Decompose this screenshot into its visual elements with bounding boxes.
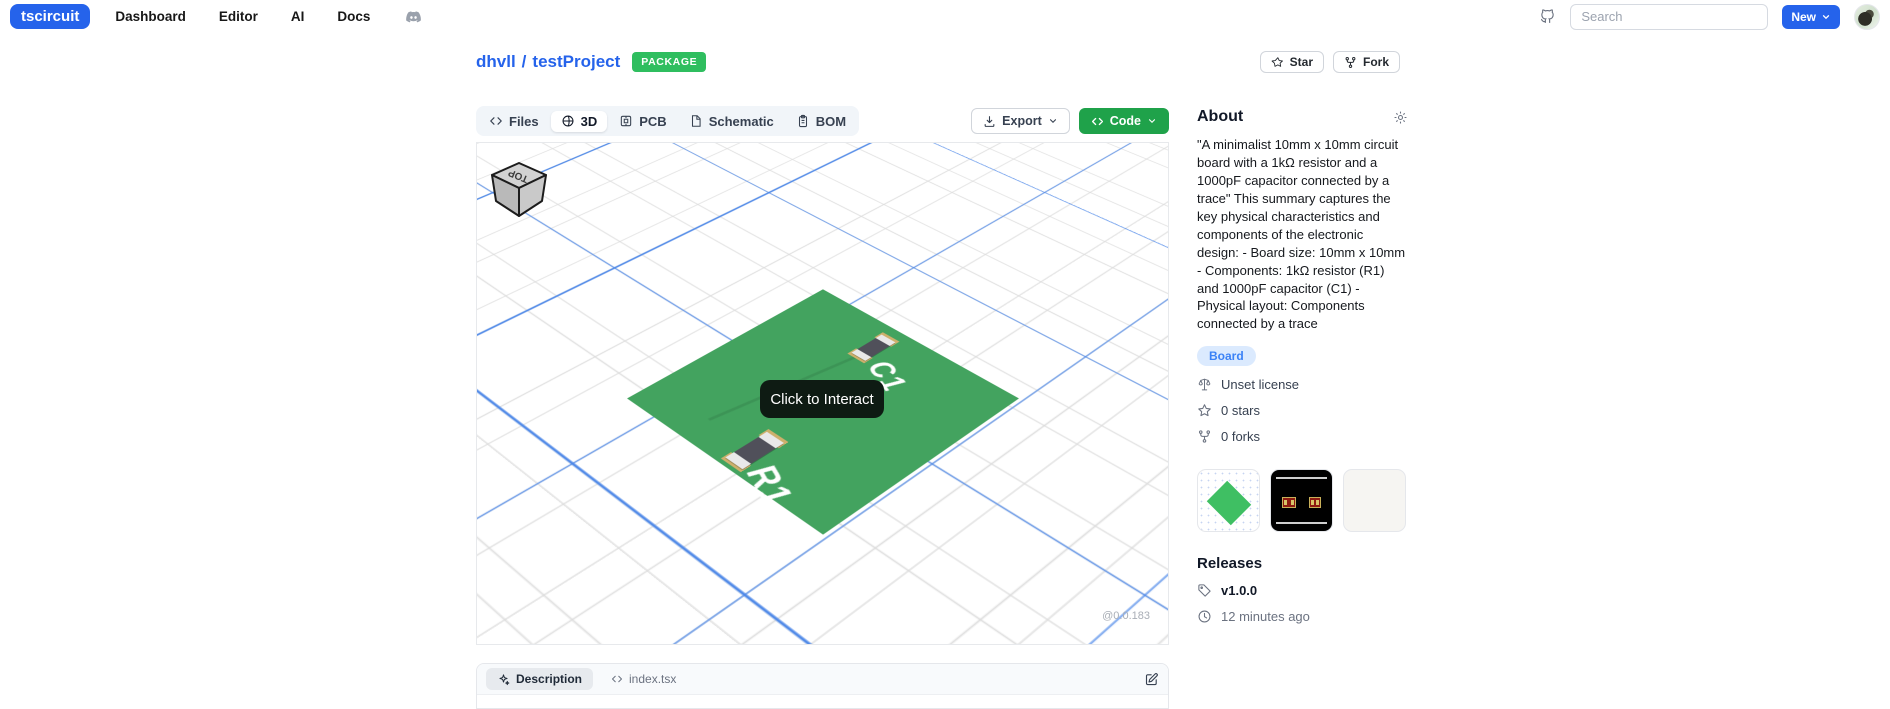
code-button[interactable]: Code	[1078, 108, 1169, 134]
thumbnail-3d-view[interactable]	[1197, 469, 1260, 533]
star-button[interactable]: Star	[1259, 51, 1324, 73]
thumbnail-schematic-view[interactable]	[1343, 469, 1406, 533]
forks-row[interactable]: 0 forks	[1197, 429, 1408, 444]
top-navbar: tscircuit Dashboard Editor AI Docs New	[0, 0, 1890, 33]
star-button-label: Star	[1289, 55, 1313, 69]
view-toolbar: Files 3D PCB Schematic BOM Export Code	[476, 106, 1169, 136]
tab-bom-label: BOM	[815, 113, 847, 129]
thumbnail-footprint-r1	[1282, 497, 1296, 509]
tab-3d[interactable]: 3D	[550, 110, 608, 132]
tab-bom[interactable]: BOM	[786, 111, 856, 132]
tscircuit-logo[interactable]: tscircuit	[10, 4, 91, 29]
tab-description-label: Description	[516, 672, 583, 686]
new-button[interactable]: New	[1782, 4, 1840, 29]
project-link[interactable]: testProject	[532, 52, 621, 71]
navbar-right: New	[1539, 3, 1880, 30]
code-brackets-icon	[490, 117, 502, 125]
package-badge: PACKAGE	[632, 52, 707, 72]
page-header: dhvll / testProject PACKAGE Star Fork	[476, 48, 1400, 76]
export-button[interactable]: Export	[971, 108, 1070, 134]
toolbar-actions: Export Code	[971, 108, 1169, 134]
edit-description-button[interactable]	[1144, 672, 1159, 687]
about-description: "A minimalist 10mm x 10mm circuit board …	[1197, 137, 1406, 332]
preview-thumbnails	[1197, 469, 1408, 533]
new-button-label: New	[1791, 9, 1816, 24]
release-version[interactable]: v1.0.0	[1221, 583, 1258, 599]
star-icon	[1271, 56, 1283, 67]
sparkle-icon	[499, 673, 510, 685]
tab-schematic-label: Schematic	[708, 113, 774, 129]
view-tabs: Files 3D PCB Schematic BOM	[476, 106, 860, 136]
avatar[interactable]	[1854, 3, 1880, 30]
code-brackets-icon	[1091, 117, 1103, 125]
nav-link-editor[interactable]: Editor	[218, 9, 258, 24]
about-title: About	[1197, 108, 1244, 125]
tab-schematic[interactable]: Schematic	[679, 111, 784, 132]
fork-button[interactable]: Fork	[1332, 51, 1400, 73]
owner-link[interactable]: dhvll	[476, 52, 516, 71]
tab-index-tsx[interactable]: index.tsx	[611, 672, 676, 686]
orientation-cube[interactable]: TOP	[489, 159, 549, 219]
tab-files-label: Files	[509, 113, 539, 129]
nav-links: Dashboard Editor AI Docs	[115, 9, 370, 24]
3d-globe-icon	[562, 115, 574, 127]
tag-icon	[1197, 583, 1212, 598]
thumbnail-footprint-c1	[1309, 497, 1321, 509]
breadcrumb-separator: /	[521, 52, 527, 71]
chevron-down-icon	[1148, 119, 1156, 124]
tab-description[interactable]: Description	[486, 668, 594, 690]
search-input[interactable]	[1570, 3, 1769, 30]
readme-card: Description index.tsx	[476, 663, 1169, 709]
fork-icon	[1345, 56, 1356, 68]
header-actions: Star Fork	[1259, 51, 1400, 73]
release-time-row: 12 minutes ago	[1197, 609, 1408, 624]
forks-count: 0 forks	[1221, 429, 1261, 445]
viewer-version: @0.0.183	[1102, 610, 1150, 622]
license-scale-icon	[1197, 377, 1212, 392]
license-label: Unset license	[1221, 377, 1300, 393]
stars-count: 0 stars	[1221, 403, 1261, 419]
license-row: Unset license	[1197, 377, 1408, 392]
tab-pcb-label: PCB	[639, 113, 667, 129]
edit-pencil-icon	[1145, 672, 1158, 685]
tab-index-tsx-label: index.tsx	[629, 672, 677, 686]
releases-title: Releases	[1197, 555, 1263, 573]
clock-icon	[1197, 609, 1212, 624]
github-icon[interactable]	[1539, 8, 1556, 25]
bom-clipboard-icon	[798, 114, 807, 128]
fork-button-label: Fork	[1362, 55, 1389, 69]
tab-3d-label: 3D	[580, 113, 598, 129]
3d-viewer[interactable]: C1 R1 TOP Click to Interact @0.0.183	[476, 142, 1169, 645]
click-to-interact-overlay[interactable]: Click to Interact	[760, 380, 884, 418]
thumbnail-board	[1206, 481, 1252, 526]
fork-icon	[1197, 429, 1212, 444]
sidebar: About "A minimalist 10mm x 10mm circuit …	[1197, 108, 1408, 624]
thumbnail-pcb-view[interactable]	[1270, 469, 1333, 533]
grid-plane: C1 R1	[477, 143, 1168, 535]
chevron-down-icon	[1822, 14, 1830, 19]
gear-icon[interactable]	[1393, 110, 1408, 125]
chevron-down-icon	[1049, 119, 1056, 124]
nav-link-docs[interactable]: Docs	[337, 9, 371, 24]
pcb-icon	[621, 115, 632, 127]
silkscreen-label-r1: R1	[736, 461, 803, 511]
release-version-row: v1.0.0	[1197, 583, 1408, 598]
release-time: 12 minutes ago	[1221, 609, 1310, 625]
export-button-label: Export	[1002, 114, 1042, 128]
tab-files[interactable]: Files	[479, 111, 549, 132]
star-icon	[1197, 403, 1212, 418]
tab-pcb[interactable]: PCB	[609, 111, 676, 132]
board-tag[interactable]: Board	[1197, 346, 1256, 367]
readme-tabbar: Description index.tsx	[477, 664, 1168, 695]
code-button-label: Code	[1109, 114, 1141, 128]
schematic-file-icon	[691, 115, 701, 127]
stars-row[interactable]: 0 stars	[1197, 403, 1408, 418]
nav-link-ai[interactable]: AI	[290, 9, 305, 24]
discord-icon[interactable]	[406, 10, 422, 23]
nav-link-dashboard[interactable]: Dashboard	[115, 9, 186, 24]
code-brackets-icon	[612, 675, 623, 683]
download-icon	[984, 115, 995, 127]
